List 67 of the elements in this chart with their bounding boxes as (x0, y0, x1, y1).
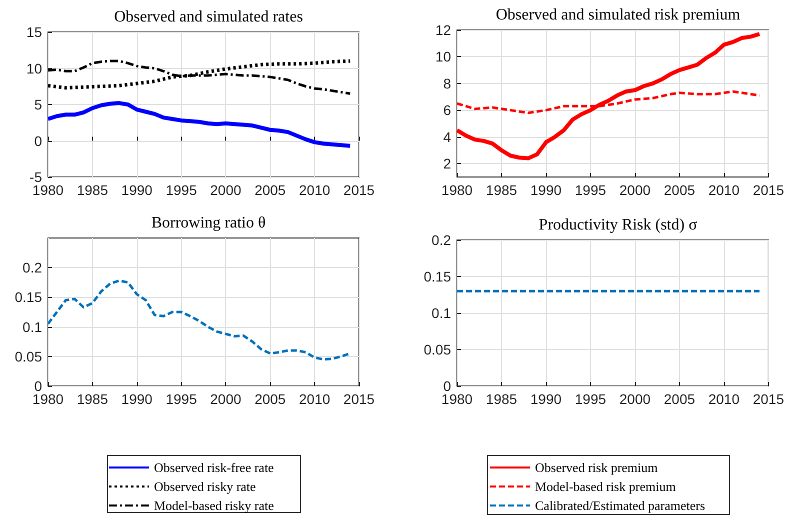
x-tick-label: 1990 (121, 182, 153, 198)
x-tick-label: 1995 (166, 182, 198, 198)
y-tick-label: 15 (26, 24, 42, 40)
y-tick-label: 0.05 (424, 342, 452, 358)
y-tick-label: 0.2 (22, 260, 42, 276)
y-tick-label: -5 (30, 169, 42, 185)
x-tick-label: 1995 (574, 391, 606, 407)
x-tick-label: 2000 (210, 182, 242, 198)
y-tick-label: 5 (34, 96, 42, 112)
x-tick-label: 2015 (752, 391, 784, 407)
y-tick-label: 6 (443, 102, 452, 118)
legend-label: Calibrated/Estimated parameters (535, 498, 706, 513)
x-tick-label: 1985 (76, 182, 108, 198)
y-tick-label: 0.15 (14, 289, 42, 306)
x-tick-label: 1980 (441, 391, 473, 407)
chart-title: Borrowing ratio θ (151, 214, 266, 232)
y-tick-label: 4 (443, 128, 452, 145)
x-tick-label: 2005 (664, 391, 696, 407)
x-tick-label: 2010 (708, 391, 740, 407)
x-tick-label: 1995 (166, 391, 198, 407)
x-tick-label: 1985 (76, 391, 108, 407)
chart-title: Observed and simulated risk premium (496, 6, 741, 24)
line-series (46, 101, 352, 148)
y-tick-label: 12 (435, 22, 452, 38)
x-tick-label: 2015 (752, 182, 784, 198)
chart-title: Productivity Risk (std) σ (538, 216, 698, 234)
x-tick-label: 2005 (254, 182, 286, 198)
x-tick-label: 2010 (298, 182, 330, 198)
x-tick-label: 2015 (343, 182, 375, 198)
y-tick-label: 10 (26, 60, 42, 76)
y-tick-label: 0 (443, 378, 452, 394)
x-tick-label: 1990 (530, 391, 562, 407)
line-series (46, 60, 352, 95)
x-tick-label: 1985 (486, 182, 518, 198)
y-tick-label: 0.1 (432, 305, 452, 321)
x-tick-label: 2005 (254, 391, 286, 407)
x-tick-label: 2000 (619, 391, 651, 407)
legend-label: Model-based risky rate (154, 498, 274, 513)
x-tick-label: 1985 (486, 391, 518, 407)
legend-label: Observed risk premium (535, 460, 658, 475)
y-tick-label: 10 (435, 48, 452, 65)
x-tick-label: 1990 (121, 391, 153, 407)
x-tick-label: 2010 (708, 182, 740, 198)
y-tick-label: 0 (34, 132, 42, 149)
x-tick-label: 1990 (530, 182, 562, 198)
legend-label: Observed risky rate (154, 479, 256, 494)
x-tick-label: 2015 (343, 391, 375, 407)
x-tick-label: 1980 (441, 182, 473, 198)
x-tick-label: 2000 (619, 182, 651, 198)
y-tick-label: 0 (34, 378, 42, 394)
x-tick-label: 2010 (298, 391, 330, 407)
y-tick-label: 0.05 (14, 348, 42, 364)
y-tick-label: 2 (443, 156, 452, 172)
chart-title: Observed and simulated rates (114, 8, 303, 26)
y-tick-label: 0.15 (424, 268, 452, 284)
y-tick-label: 8 (443, 75, 452, 92)
x-tick-label: 2005 (664, 182, 696, 198)
y-tick-label: 0.2 (432, 232, 452, 248)
y-tick-label: 0.1 (22, 318, 42, 335)
legend-label: Observed risk-free rate (154, 460, 274, 475)
x-tick-label: 1995 (574, 182, 606, 198)
x-tick-label: 1980 (32, 182, 64, 198)
x-tick-label: 2000 (210, 391, 242, 407)
line-series (46, 279, 352, 361)
line-series (455, 32, 762, 160)
legend-label: Model-based risk premium (535, 479, 676, 494)
x-tick-label: 1980 (32, 391, 64, 407)
